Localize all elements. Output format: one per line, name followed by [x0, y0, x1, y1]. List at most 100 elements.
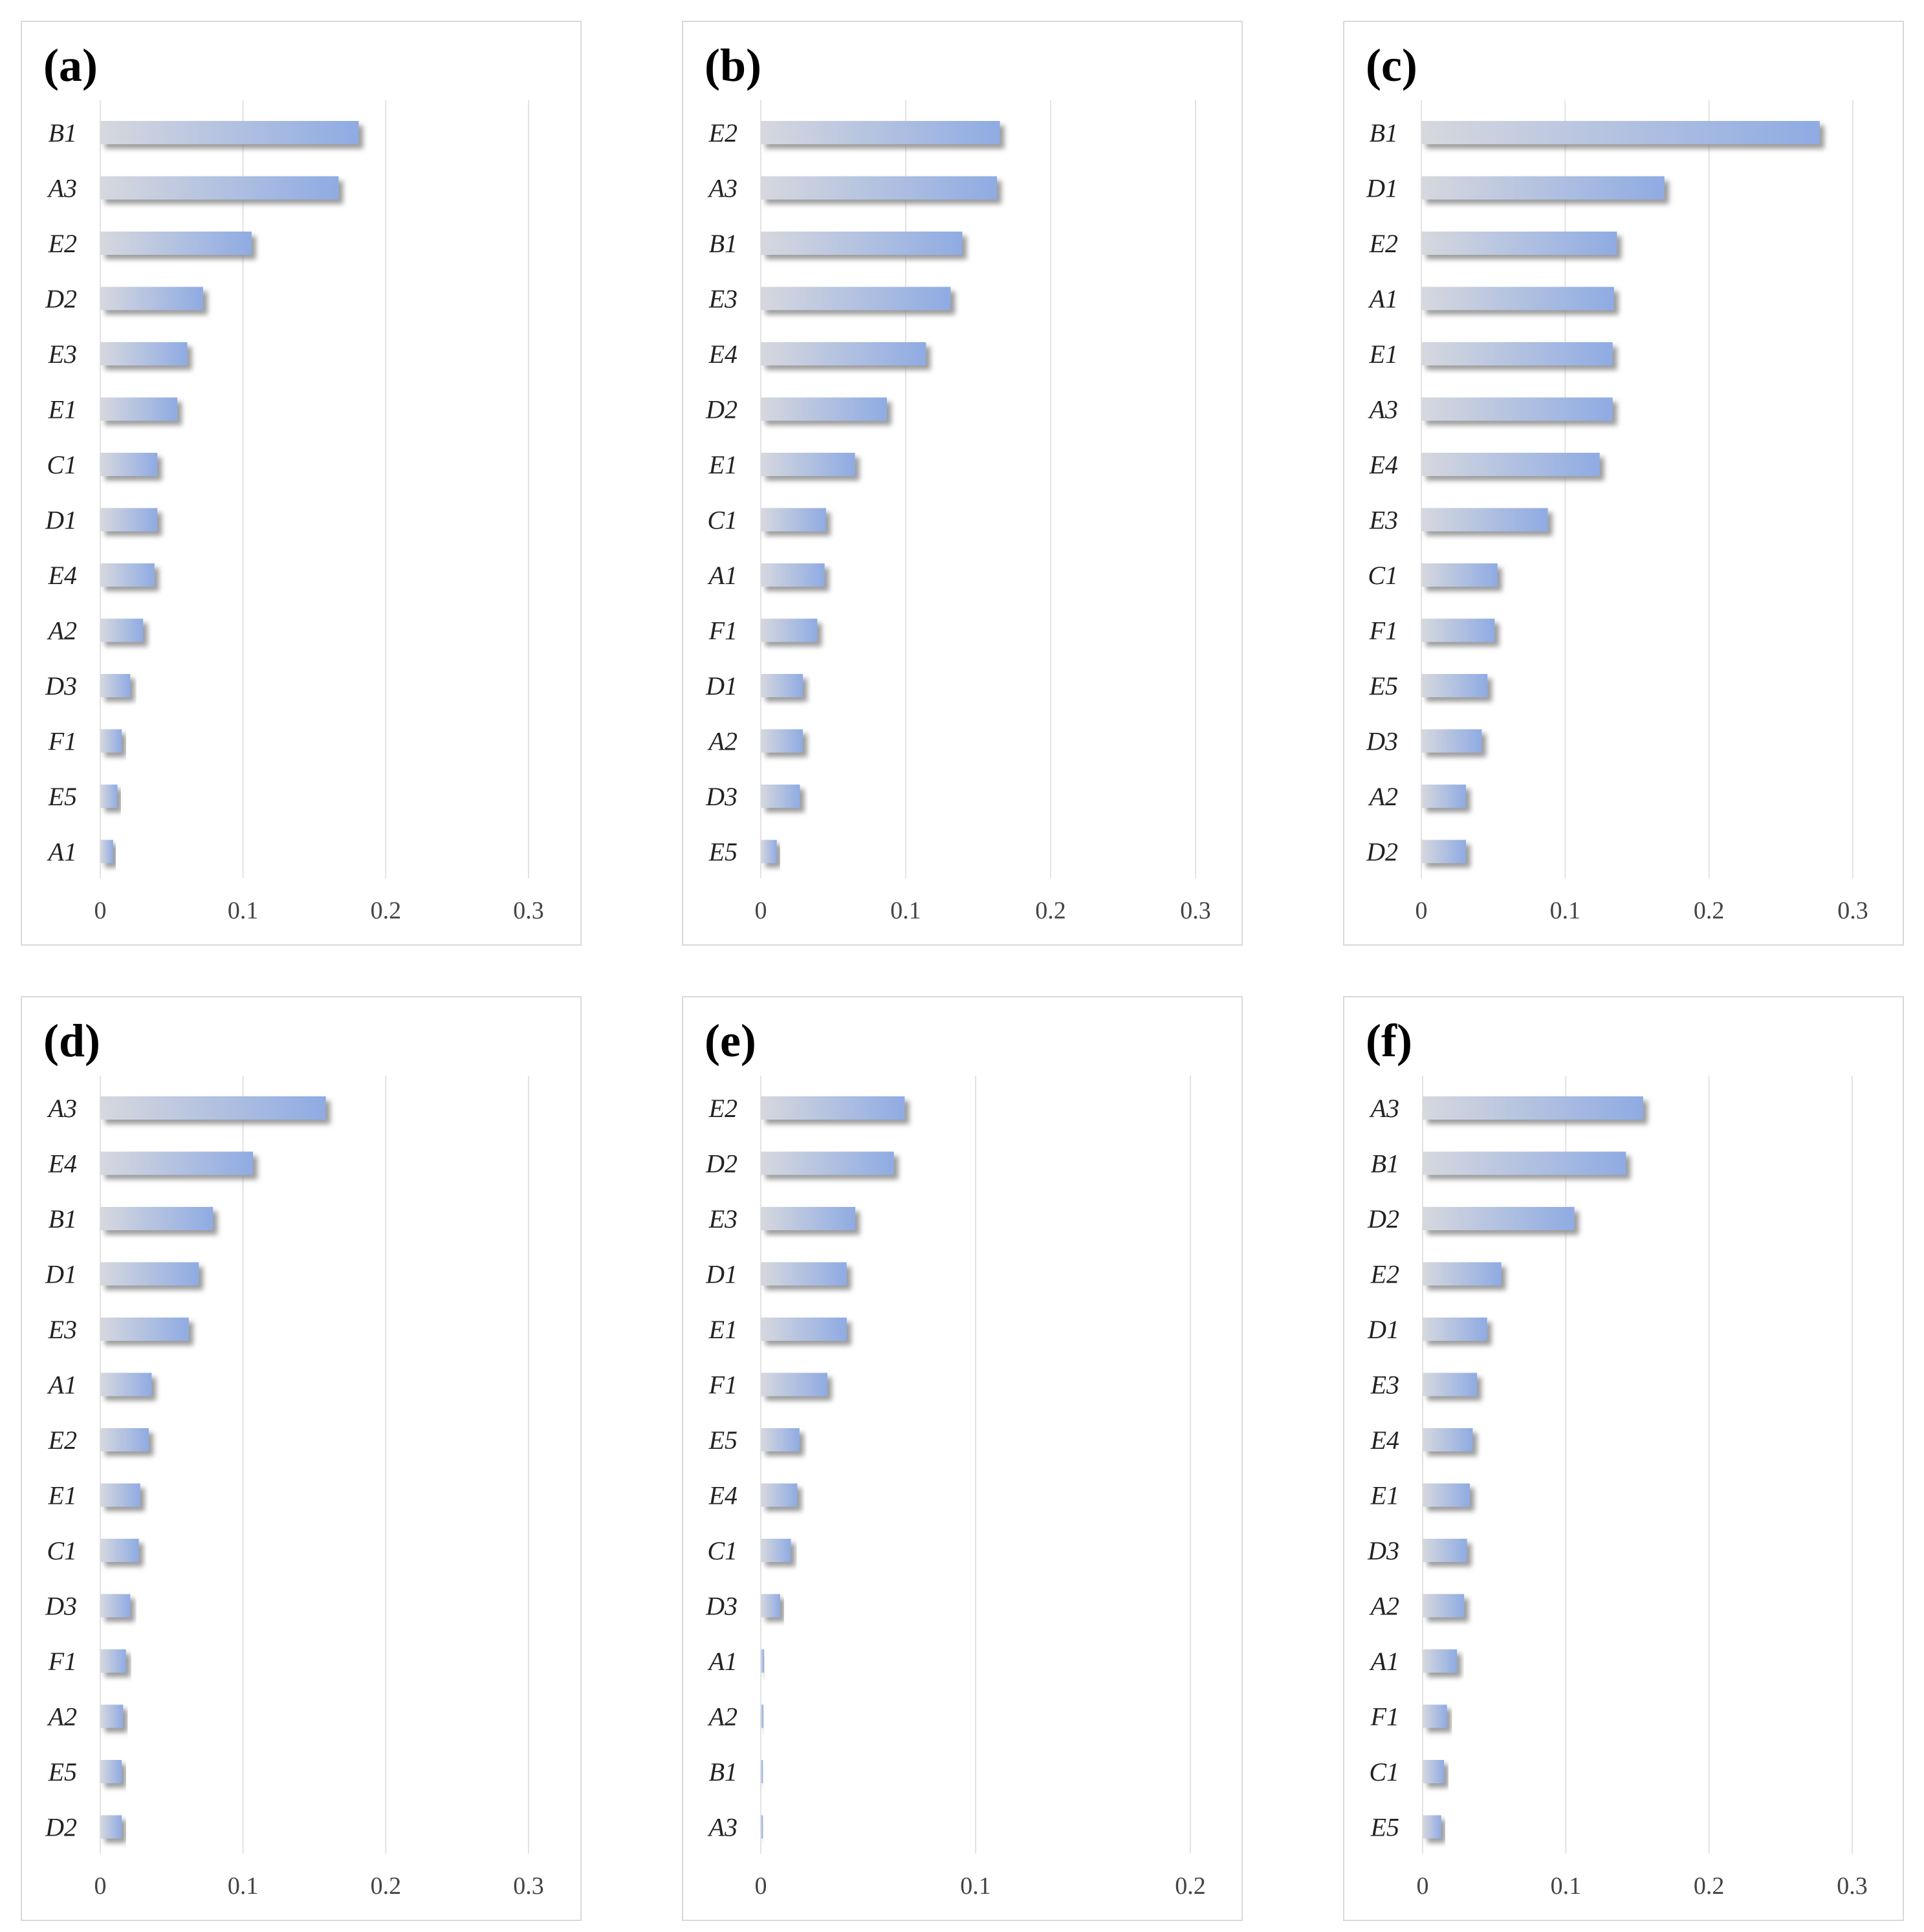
category-label: E2 [708, 118, 738, 147]
x-tick-label: 0.2 [1175, 1872, 1206, 1900]
bar [761, 1151, 894, 1175]
category-label: D2 [1367, 1204, 1399, 1233]
bar [1421, 785, 1466, 808]
x-tick-label: 0 [94, 897, 107, 924]
bar [1421, 176, 1665, 200]
category-label: E3 [708, 1204, 738, 1233]
bar [1423, 1096, 1643, 1120]
bar [761, 287, 951, 310]
category-label: E4 [1369, 450, 1398, 479]
panels-container: (a) 0 0.1 0.2 0.3 B1 A3 E2 D2 E3 E1 C1 D1 E4 A2 D3 F1 E5 A… [21, 21, 1904, 1921]
category-label: A1 [47, 1371, 77, 1400]
category-label: E1 [708, 1315, 738, 1344]
x-tick-label: 0.3 [513, 1872, 544, 1900]
bar [1423, 1428, 1473, 1451]
bar [100, 618, 144, 642]
category-label: E1 [708, 450, 738, 479]
bar [761, 1815, 763, 1839]
category-label: D2 [45, 1813, 77, 1842]
bar [100, 397, 178, 421]
category-label: A3 [47, 174, 77, 203]
category-label: A3 [47, 1094, 77, 1123]
panel-label: (c) [1366, 39, 1417, 91]
x-tick-label: 0.2 [1694, 1872, 1725, 1900]
category-label: A3 [707, 1813, 738, 1842]
bar [100, 176, 339, 200]
bar [1423, 1483, 1470, 1507]
category-label: E3 [48, 340, 77, 369]
category-label: A3 [1369, 1094, 1399, 1123]
panel-label: (b) [705, 39, 761, 91]
category-label: E3 [708, 285, 738, 314]
x-tick-label: 0.3 [1837, 897, 1868, 924]
bar [761, 1096, 905, 1120]
bar [1423, 1151, 1626, 1175]
x-tick-label: 0 [94, 1872, 107, 1900]
category-label: D2 [45, 285, 77, 314]
category-label: D1 [705, 1260, 738, 1289]
x-tick-label: 0.2 [1694, 897, 1725, 924]
category-label: E3 [48, 1315, 77, 1344]
x-tick-label: 0.1 [890, 897, 921, 924]
bar [1421, 729, 1482, 753]
bar [761, 785, 800, 808]
bar [761, 453, 855, 476]
panel-frame [682, 996, 1243, 1921]
category-label: D2 [705, 395, 738, 424]
bar [1423, 1207, 1575, 1230]
bar [100, 1096, 326, 1120]
x-tick-label: 0.1 [228, 897, 259, 924]
category-label: F1 [48, 727, 77, 756]
bar [1423, 1539, 1467, 1562]
bar [100, 287, 203, 310]
category-label: E5 [1370, 1813, 1399, 1842]
x-tick-label: 0 [1416, 897, 1428, 924]
category-label: B1 [1370, 118, 1398, 147]
panel-label: (e) [705, 1015, 756, 1067]
panel-label: (a) [43, 39, 98, 91]
category-label: E1 [1370, 1481, 1399, 1510]
category-label: D3 [45, 1592, 77, 1621]
category-label: E2 [1370, 1260, 1399, 1289]
x-tick-label: 0.1 [228, 1872, 259, 1900]
bar [761, 1760, 763, 1783]
category-label: B1 [709, 229, 738, 258]
bar [100, 1207, 213, 1230]
category-label: F1 [1370, 1702, 1399, 1731]
category-label: B1 [1371, 1149, 1399, 1178]
chart-panel-2: (c) 0 0.1 0.2 0.3 B1 D1 E2 A1 E1 A3 E4 E3 C1 F1 E5 D3 A2 D… [1343, 21, 1904, 946]
category-label: D1 [705, 671, 738, 700]
chart-panel-5: (f) 0 0.1 0.2 0.3 A3 B1 D2 E2 D1 E3 E4 E1 D3 A2 A1 F1 C1 E… [1343, 996, 1904, 1921]
bar [761, 176, 998, 200]
bar [100, 342, 188, 365]
category-label: C1 [1369, 1757, 1399, 1786]
bar [761, 508, 826, 532]
x-tick-label: 0.2 [371, 897, 402, 924]
category-label: E2 [48, 229, 77, 258]
bar [100, 1539, 139, 1562]
category-label: D1 [1367, 1315, 1399, 1344]
bar [100, 1649, 126, 1673]
category-label: F1 [708, 1371, 738, 1400]
bar [761, 1704, 763, 1728]
bar [100, 1704, 124, 1728]
category-label: E2 [708, 1094, 738, 1123]
bar [761, 232, 963, 255]
category-label: E4 [1370, 1426, 1399, 1455]
bar [1421, 563, 1498, 587]
category-label: D1 [1366, 174, 1398, 203]
category-label: D3 [705, 1592, 738, 1621]
category-label: F1 [48, 1647, 77, 1676]
bar [100, 840, 113, 863]
category-label: E4 [708, 1481, 738, 1510]
bar [100, 453, 158, 476]
bar [100, 1428, 149, 1451]
bar [100, 1483, 140, 1507]
bar [100, 508, 158, 532]
category-label: E4 [48, 561, 77, 590]
category-label: E1 [48, 1481, 77, 1510]
category-label: E4 [48, 1149, 77, 1178]
bar [761, 1594, 780, 1618]
bar [1423, 1760, 1445, 1783]
bar [100, 232, 252, 255]
